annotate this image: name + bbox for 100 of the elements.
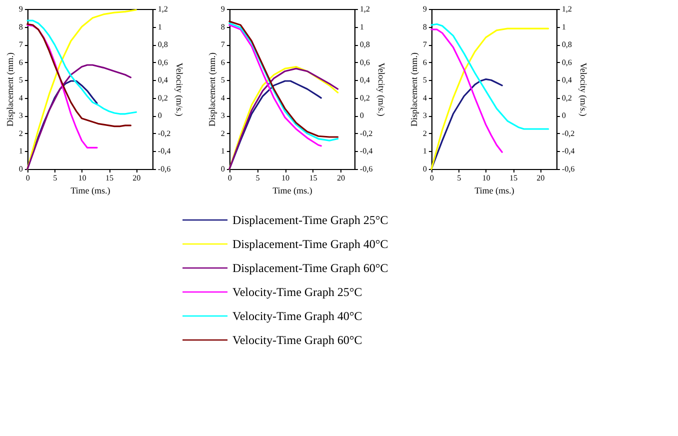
y-tick-label: 0 — [220, 164, 225, 174]
y-axis-title: Displacement (mm.) — [206, 52, 217, 126]
line-series — [430, 28, 503, 153]
y-axis-title: Displacement (mm.) — [4, 52, 15, 126]
y2-tick-label: -0,4 — [562, 146, 575, 156]
line-series — [26, 20, 137, 115]
y-tick-label: 0 — [18, 164, 23, 174]
x-tick-label: 0 — [26, 174, 30, 182]
y2-tick-label: 0,6 — [562, 58, 572, 67]
y2-tick-label: 1 — [562, 22, 566, 32]
y2-tick-label: 0,2 — [158, 93, 168, 102]
y-tick-label: 4 — [220, 93, 225, 102]
legend-label: Displacement-Time Graph 25°C — [232, 213, 388, 227]
line-series — [228, 24, 322, 147]
legend-label: Displacement-Time Graph 60°C — [232, 261, 388, 275]
y-tick-label: 3 — [18, 111, 23, 120]
y-tick-label: 5 — [220, 76, 225, 85]
y-tick-label: 9 — [18, 4, 23, 14]
y2-axis-title: Velocity (m/s.) — [578, 62, 589, 116]
x-tick-label: 15 — [105, 174, 114, 182]
y-tick-label: 4 — [18, 93, 23, 102]
y2-tick-label: -0,4 — [360, 146, 373, 156]
y2-tick-label: -0,6 — [562, 164, 575, 174]
y-axis-title: Displacement (mm.) — [408, 52, 419, 126]
line-series — [430, 78, 503, 170]
y2-tick-label: 1,2 — [158, 4, 168, 14]
y-tick-label: 1 — [422, 146, 427, 156]
legend-label: Displacement-Time Graph 40°C — [232, 237, 388, 251]
legend-label: Velocity-Time Graph 25°C — [232, 285, 362, 299]
legend-label: Velocity-Time Graph 60°C — [232, 333, 362, 347]
x-tick-label: 15 — [309, 174, 318, 182]
y2-tick-label: 0,4 — [360, 76, 370, 85]
x-tick-label: 20 — [132, 174, 141, 182]
y-tick-label: 6 — [422, 58, 427, 67]
line-series — [430, 23, 550, 130]
y-tick-label: 5 — [18, 76, 23, 85]
y-tick-label: 7 — [422, 40, 427, 50]
y-tick-label: 7 — [220, 40, 225, 50]
y-tick-label: 2 — [220, 128, 225, 138]
x-axis-title: Time (ms.) — [272, 186, 312, 196]
y2-tick-label: -0,4 — [158, 146, 171, 156]
y2-tick-label: 1 — [158, 22, 162, 32]
y2-tick-label: 0,4 — [562, 76, 572, 85]
x-tick-label: 20 — [337, 174, 346, 182]
y-tick-label: 8 — [220, 22, 225, 32]
x-tick-label: 15 — [509, 174, 518, 182]
line-series — [26, 64, 132, 170]
x-tick-label: 0 — [430, 174, 434, 182]
x-axis-title: Time (ms.) — [70, 186, 110, 196]
y2-tick-label: 0,4 — [158, 76, 168, 85]
line-series — [26, 23, 132, 128]
y-tick-label: 6 — [18, 58, 23, 67]
y2-tick-label: -0,2 — [158, 128, 171, 138]
y-tick-label: 6 — [220, 58, 225, 67]
y2-tick-label: 0 — [360, 111, 364, 120]
y2-tick-label: 0,8 — [158, 40, 168, 50]
y2-tick-label: 1,2 — [562, 4, 572, 14]
y2-tick-label: 0,6 — [158, 58, 168, 67]
x-tick-label: 10 — [281, 174, 290, 182]
y2-tick-label: 0,2 — [562, 93, 572, 102]
y-tick-label: 4 — [422, 93, 427, 102]
y2-tick-label: 1 — [360, 22, 364, 32]
y2-axis-title: Velocity (m/s.) — [376, 62, 387, 116]
y-tick-label: 9 — [422, 4, 427, 14]
y-tick-label: 3 — [422, 111, 427, 120]
x-tick-label: 0 — [228, 174, 232, 182]
line-series — [430, 28, 550, 170]
y2-tick-label: -0,2 — [562, 128, 575, 138]
y-tick-label: 9 — [220, 4, 225, 14]
y2-tick-label: -0,6 — [158, 164, 171, 174]
y2-tick-label: 0,8 — [360, 40, 370, 50]
line-series — [228, 80, 322, 170]
x-tick-label: 10 — [78, 174, 86, 182]
y-tick-label: 7 — [18, 40, 23, 50]
y2-tick-label: -0,2 — [360, 128, 373, 138]
y-tick-label: 3 — [220, 111, 225, 120]
y-tick-label: 0 — [422, 164, 427, 174]
y2-tick-label: 0 — [158, 111, 162, 120]
y2-tick-label: 0 — [562, 111, 566, 120]
x-tick-label: 5 — [53, 174, 58, 182]
y-tick-label: 2 — [18, 128, 23, 138]
y2-tick-label: 1,2 — [360, 4, 370, 14]
y2-tick-label: 0,6 — [360, 58, 370, 67]
y-tick-label: 8 — [18, 22, 23, 32]
y2-tick-label: 0,2 — [360, 93, 370, 102]
x-axis-title: Time (ms.) — [474, 186, 514, 196]
y-tick-label: 2 — [422, 128, 427, 138]
y2-tick-label: -0,6 — [360, 164, 373, 174]
line-series — [26, 24, 98, 148]
y-tick-label: 5 — [422, 76, 427, 85]
y2-axis-title: Velocity (m/s.) — [174, 62, 185, 116]
x-tick-label: 10 — [482, 174, 490, 182]
x-tick-label: 5 — [457, 174, 462, 182]
x-tick-label: 5 — [256, 174, 260, 182]
x-tick-label: 20 — [536, 174, 545, 182]
y-tick-label: 1 — [18, 146, 23, 156]
legend-label: Velocity-Time Graph 40°C — [232, 309, 362, 323]
y2-tick-label: 0,8 — [562, 40, 572, 50]
y-tick-label: 1 — [220, 146, 225, 156]
line-series — [26, 9, 137, 170]
